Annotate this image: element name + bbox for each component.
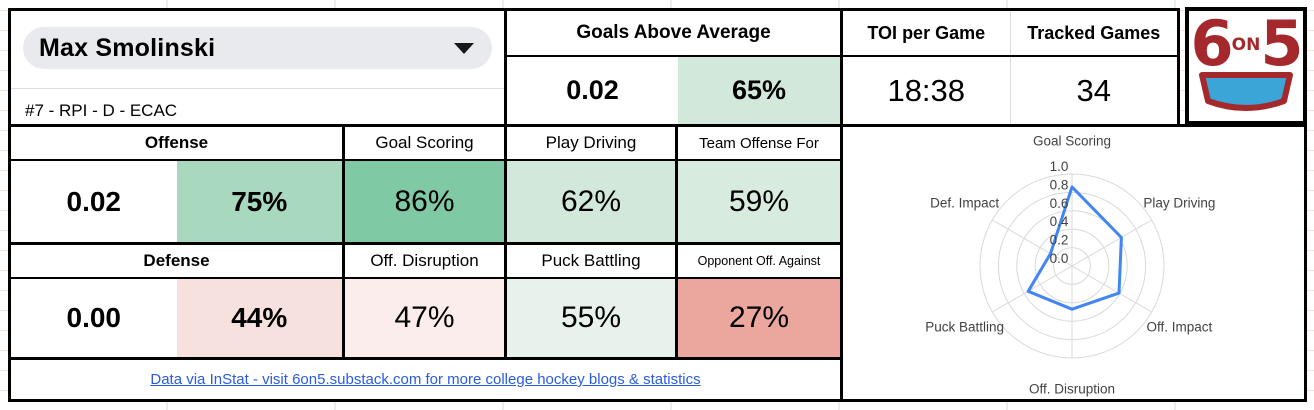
play-driving-card: Play Driving 62%	[504, 124, 678, 245]
logo-on: on	[1231, 35, 1261, 55]
tracked-games-header: Tracked Games	[1027, 22, 1161, 43]
goals-above-average-value: 0.02	[566, 75, 619, 105]
6on5-logo-text: 6 on 5	[1190, 7, 1304, 80]
svg-text:Off. Impact: Off. Impact	[1147, 320, 1213, 335]
logo-5: 5	[1260, 7, 1303, 80]
goals-above-average-card: Goals Above Average 0.02 65%	[504, 8, 843, 127]
opponent-off-against-header: Opponent Off. Against	[678, 245, 840, 279]
svg-text:Play Driving: Play Driving	[1143, 196, 1215, 211]
svg-text:Off. Disruption: Off. Disruption	[1029, 382, 1115, 397]
tracked-games-value: 34	[1076, 72, 1111, 108]
offense-header: Offense	[11, 127, 342, 161]
logo-6: 6	[1190, 7, 1234, 80]
radar-chart: 0.0 0.2 0.4 0.6 0.8 1.0 Goal Scoring Play Drivi…	[840, 124, 1307, 402]
6on5-logo: 6 on 5	[1185, 7, 1307, 125]
svg-text:Def. Impact: Def. Impact	[930, 196, 999, 211]
puck-battling-header: Puck Battling	[507, 245, 675, 279]
play-driving-header: Play Driving	[507, 127, 675, 161]
team-offense-for-value: 59%	[678, 161, 840, 242]
player-card: Max Smolinski #7 - RPI - D - ECAC	[8, 8, 507, 127]
divider	[11, 88, 504, 89]
team-offense-for-card: Team Offense For 59%	[675, 124, 843, 245]
off-disruption-value: 47%	[345, 279, 504, 357]
footer-card: Data via InStat - visit 6on5.substack.co…	[8, 357, 843, 402]
defense-value: 0.00	[66, 302, 122, 333]
puck-battling-value: 55%	[507, 279, 675, 357]
svg-text:0.4: 0.4	[1050, 214, 1069, 229]
toi-header: TOI per Game	[867, 22, 986, 43]
player-name: Max Smolinski	[39, 33, 216, 62]
puck-battling-card: Puck Battling 55%	[504, 242, 678, 360]
player-details: #7 - RPI - D - ECAC	[25, 101, 178, 120]
off-disruption-card: Off. Disruption 47%	[342, 242, 507, 360]
goal-scoring-card: Goal Scoring 86%	[342, 124, 507, 245]
svg-text:Puck Battling: Puck Battling	[925, 320, 1004, 335]
hockey-net-icon	[1199, 72, 1293, 111]
divider	[1009, 57, 1011, 124]
toi-value: 18:38	[887, 72, 966, 108]
goals-above-average-header: Goals Above Average	[507, 11, 840, 57]
team-offense-for-header: Team Offense For	[678, 127, 840, 161]
radar-svg: 0.0 0.2 0.4 0.6 0.8 1.0 Goal Scoring Play Drivi…	[925, 134, 1215, 397]
defense-card: Defense 0.00 44%	[8, 242, 345, 360]
opponent-off-against-value: 27%	[678, 279, 840, 357]
toi-tracked-card: TOI per Game Tracked Games 18:38 34	[840, 8, 1180, 127]
offense-percentile: 75%	[176, 161, 342, 242]
opponent-off-against-card: Opponent Off. Against 27%	[675, 242, 843, 360]
goal-scoring-header: Goal Scoring	[345, 127, 504, 161]
svg-text:1.0: 1.0	[1050, 159, 1069, 174]
goal-scoring-value: 86%	[345, 161, 504, 242]
svg-text:0.6: 0.6	[1050, 196, 1069, 211]
svg-text:0.2: 0.2	[1050, 233, 1069, 248]
chevron-down-icon	[454, 42, 474, 54]
defense-percentile: 44%	[176, 279, 342, 357]
goals-above-average-percentile: 65%	[678, 57, 840, 124]
off-disruption-header: Off. Disruption	[345, 245, 504, 279]
svg-text:0.0: 0.0	[1050, 251, 1069, 266]
svg-text:0.8: 0.8	[1050, 177, 1069, 192]
divider	[1009, 11, 1011, 55]
footer-link[interactable]: Data via InStat - visit 6on5.substack.co…	[150, 371, 701, 388]
offense-card: Offense 0.02 75%	[8, 124, 345, 245]
defense-header: Defense	[11, 245, 342, 279]
player-dropdown[interactable]: Max Smolinski	[23, 27, 492, 69]
offense-value: 0.02	[66, 185, 122, 217]
play-driving-value: 62%	[507, 161, 675, 242]
svg-text:Goal Scoring: Goal Scoring	[1033, 134, 1111, 149]
